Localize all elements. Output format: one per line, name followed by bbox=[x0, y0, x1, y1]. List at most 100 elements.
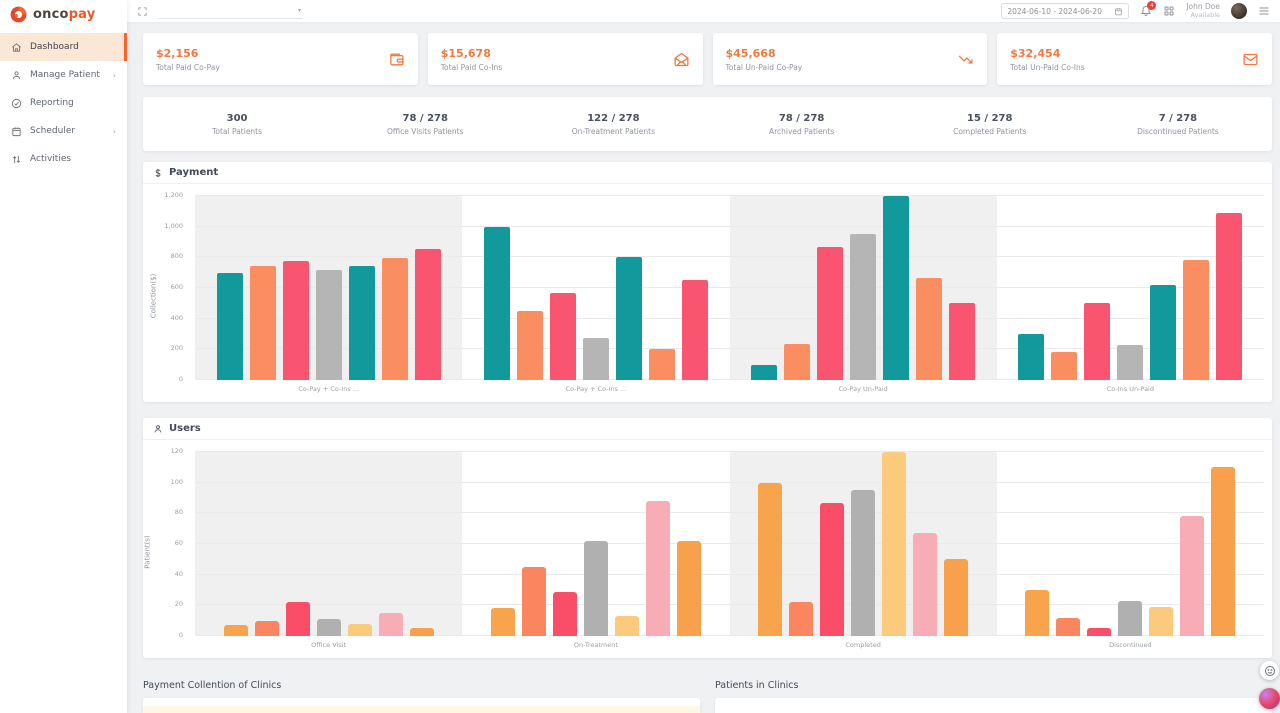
bar bbox=[1051, 351, 1078, 380]
notifications-button[interactable]: 4 bbox=[1140, 1, 1157, 17]
bar bbox=[249, 265, 276, 380]
bar bbox=[1018, 334, 1045, 380]
sidebar-item-label: Scheduler bbox=[30, 126, 76, 136]
app-logo[interactable]: oncopay bbox=[0, 0, 127, 28]
bar bbox=[483, 226, 510, 380]
x-axis-label: Co-Pay Un-Paid bbox=[838, 385, 888, 393]
home-icon bbox=[11, 42, 22, 53]
patient-stat: 7 / 278 Discontinued Patients bbox=[1084, 113, 1272, 136]
bar bbox=[944, 559, 969, 636]
bar bbox=[552, 591, 577, 636]
x-axis-label: Completed bbox=[845, 641, 881, 649]
clinics-patients-title: Patients in Clinics bbox=[715, 680, 799, 691]
summary-cards-row: $2,156 Total Paid Co-Pay $15,678 Total P… bbox=[143, 33, 1272, 85]
user-menu[interactable]: John Doe Available bbox=[1186, 1, 1220, 19]
clinic-select[interactable]: ▾ bbox=[158, 4, 303, 19]
dollar-icon bbox=[153, 168, 163, 178]
chart-group: Co-Pay Un-Paid bbox=[729, 196, 997, 393]
y-tick-label: 60 bbox=[174, 539, 183, 547]
feedback-widget-button[interactable] bbox=[1260, 661, 1279, 680]
bar bbox=[645, 501, 670, 636]
logo-icon bbox=[10, 6, 27, 22]
bar bbox=[1149, 606, 1174, 636]
table-header-strip bbox=[143, 706, 700, 713]
bar bbox=[409, 628, 434, 636]
patient-stat: 15 / 278 Completed Patients bbox=[896, 113, 1084, 136]
clinics-payment-title: Payment Collention of Clinics bbox=[143, 680, 282, 691]
apps-grid-button[interactable] bbox=[1163, 5, 1175, 17]
sidebar-item-dashboard[interactable]: Dashboard bbox=[0, 33, 127, 61]
sidebar-item-label: Dashboard bbox=[30, 42, 79, 52]
chart-group: Co-Pay + Co-Ins ... bbox=[462, 196, 729, 393]
avatar[interactable] bbox=[1231, 3, 1247, 19]
x-axis-label: Discontinued bbox=[1109, 641, 1152, 649]
date-range-input[interactable]: 2024-06-10 - 2024-06-20 bbox=[1001, 3, 1130, 19]
bar bbox=[583, 540, 608, 636]
x-axis-label: Co-Pay + Co-Ins ... bbox=[565, 385, 627, 393]
patient-stat-label: Archived Patients bbox=[768, 126, 835, 136]
y-tick-label: 200 bbox=[170, 344, 183, 353]
payment-chart: Collection($) 0 200 400 600 800 1,000 1,200 Co… bbox=[145, 190, 1268, 402]
x-axis-label: Co-Pay + Co-Ins ... bbox=[298, 385, 359, 393]
bar bbox=[1211, 467, 1236, 636]
bar bbox=[949, 303, 976, 380]
hamburger-menu-button[interactable] bbox=[1258, 5, 1270, 17]
clinics-patients-block: Patients in Clinics bbox=[715, 674, 1272, 713]
sidebar-item-scheduler[interactable]: Scheduler › bbox=[0, 117, 127, 145]
chevron-down-icon: ▾ bbox=[297, 6, 301, 14]
patient-icon bbox=[11, 70, 22, 81]
chart-group: Co-Pay + Co-Ins ... bbox=[195, 196, 463, 393]
calendar-icon bbox=[1114, 7, 1123, 16]
x-axis-label: Office Visit bbox=[311, 641, 347, 649]
payment-section: Payment Collection($) 0 200 400 600 800 1,000… bbox=[143, 162, 1272, 402]
y-tick-label: 0 bbox=[178, 631, 183, 639]
bottom-row: Payment Collention of Clinics Patients i… bbox=[143, 674, 1272, 713]
bar bbox=[516, 311, 543, 380]
sidebar-item-reporting[interactable]: Reporting bbox=[0, 89, 127, 117]
chart-group: Office Visit bbox=[195, 452, 463, 649]
sidebar: oncopay Dashboard Manage Patient › Repor… bbox=[0, 0, 127, 713]
user-name: John Doe bbox=[1186, 1, 1220, 11]
bar bbox=[614, 616, 639, 636]
chart-group: Co-Ins Un-Paid bbox=[997, 196, 1264, 393]
sidebar-item-manage-patient[interactable]: Manage Patient › bbox=[0, 61, 127, 89]
summary-card: $15,678 Total Paid Co-Ins bbox=[427, 33, 703, 85]
payment-section-header: Payment bbox=[143, 162, 1272, 184]
bar bbox=[681, 279, 708, 380]
bar bbox=[316, 619, 341, 636]
bar bbox=[285, 602, 310, 636]
bar bbox=[850, 234, 877, 380]
users-chart: Patient(s) 0 20 40 60 80 100 120 Office Visit O… bbox=[144, 446, 1268, 658]
bar bbox=[1150, 284, 1177, 380]
users-section-header: Users bbox=[143, 418, 1272, 440]
sidebar-item-label: Activities bbox=[30, 154, 72, 164]
patient-stat-label: Completed Patients bbox=[953, 126, 1027, 136]
payment-section-title: Payment bbox=[169, 167, 219, 178]
summary-card-value: $15,678 bbox=[440, 46, 491, 60]
y-ticks: 0 20 40 60 80 100 120 bbox=[145, 447, 189, 639]
summary-card: $32,454 Total Un-Paid Co-Ins bbox=[997, 33, 1272, 85]
assistant-widget-button[interactable] bbox=[1259, 688, 1280, 709]
sidebar-nav: Dashboard Manage Patient › Reporting Sch… bbox=[0, 33, 127, 173]
hamburger-icon bbox=[1259, 7, 1269, 15]
bar bbox=[549, 292, 576, 380]
logo-text: oncopay bbox=[33, 6, 96, 22]
users-section: Users Patient(s) 0 20 40 60 80 100 120 Office … bbox=[143, 418, 1272, 658]
sidebar-item-activities[interactable]: Activities bbox=[0, 145, 127, 173]
sidebar-item-label: Manage Patient bbox=[30, 70, 100, 80]
patient-stat: 300 Total Patients bbox=[143, 113, 331, 136]
bar bbox=[851, 490, 876, 636]
patient-stats-card: 300 Total Patients 78 / 278 Office Visit… bbox=[143, 97, 1272, 151]
fullscreen-icon[interactable] bbox=[137, 6, 148, 17]
bar bbox=[223, 625, 248, 636]
y-tick-label: 80 bbox=[174, 508, 183, 517]
patient-stat-value: 300 bbox=[226, 112, 248, 124]
reporting-icon bbox=[11, 98, 22, 109]
patient-stat-value: 78 / 278 bbox=[778, 112, 825, 124]
bar bbox=[820, 502, 845, 636]
bar bbox=[378, 613, 403, 636]
patient-stat-value: 122 / 278 bbox=[587, 112, 640, 124]
users-section-title: Users bbox=[169, 423, 201, 434]
bar bbox=[1056, 617, 1081, 636]
bar bbox=[254, 620, 279, 636]
